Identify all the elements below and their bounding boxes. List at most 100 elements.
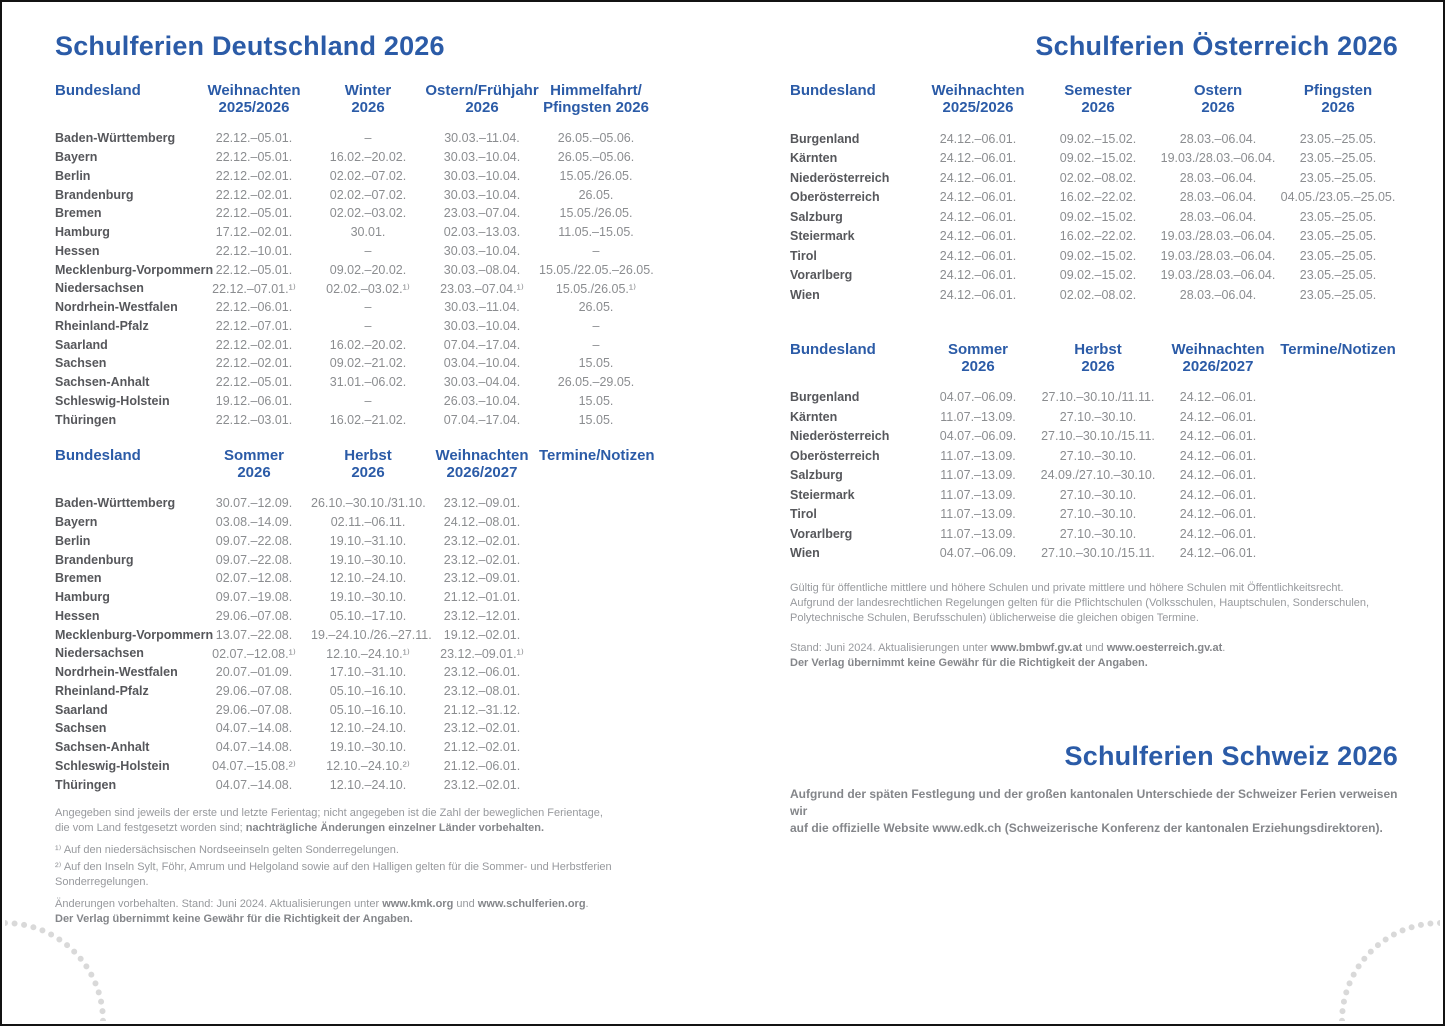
- date-range: 26.05.–05.06.: [557, 131, 635, 146]
- state-name: Steiermark: [790, 487, 855, 502]
- column-header: Sommer 2026: [223, 447, 285, 481]
- table-row: Niederösterreich 04.07.–06.09. 27.10.–30.1…: [790, 427, 1398, 447]
- date-range: 17.10.–31.10.: [329, 665, 407, 680]
- table-row: Mecklenburg-Vorpommern 22.12.–05.01. 09.02…: [55, 260, 654, 279]
- column-header: Bundesland: [55, 447, 141, 464]
- state-name: Brandenburg: [55, 187, 134, 202]
- column-header: Himmelfahrt/ Pfingsten 2026: [543, 82, 649, 116]
- date-range: [1278, 388, 1398, 408]
- table-row: Hamburg 09.07.–19.08. 19.10.–30.10. 21.12.–…: [55, 588, 653, 607]
- date-range: 23.12.–08.01.: [443, 683, 521, 698]
- date-range: [539, 532, 653, 551]
- date-range: 05.10.–16.10.: [329, 702, 407, 717]
- date-range: [539, 494, 653, 513]
- column-header: Semester 2026: [1064, 82, 1132, 116]
- table-row: Sachsen 04.07.–14.08. 12.10.–24.10. 23.12.–…: [55, 719, 653, 738]
- date-range: [539, 663, 653, 682]
- state-name: Bremen: [55, 206, 102, 221]
- state-name: Oberösterreich: [790, 448, 880, 463]
- table-row: Berlin 09.07.–22.08. 19.10.–31.10. 23.12.–0…: [55, 532, 653, 551]
- date-range: 04.07.–14.08.: [215, 777, 293, 792]
- date-range: 23.05.–25.05.: [1299, 170, 1377, 185]
- table-row: Wien 24.12.–06.01. 02.02.–08.02. 28.03.–06.…: [790, 285, 1398, 305]
- date-range: 26.03.–10.04.: [443, 393, 521, 408]
- state-name: Niedersachsen: [55, 281, 144, 296]
- date-range: –: [364, 243, 372, 258]
- date-range: 05.10.–16.10.: [329, 683, 407, 698]
- date-range: 02.02.–03.02.¹⁾: [326, 281, 410, 296]
- date-range: 30.03.–11.04.: [444, 300, 520, 315]
- date-range: 19.12.–02.01.: [443, 627, 521, 642]
- date-range: [1278, 427, 1398, 447]
- date-range: 12.10.–24.10.: [329, 721, 407, 736]
- date-range: 19.10.–30.10.: [329, 740, 407, 755]
- table-row: Bayern 22.12.–05.01. 16.02.–20.02. 30.03.–1…: [55, 148, 653, 167]
- state-name: Hamburg: [55, 225, 110, 240]
- state-name: Hessen: [55, 243, 100, 258]
- state-name: Oberösterreich: [790, 190, 880, 205]
- germany-title: Schulferien Deutschland 2026: [55, 31, 445, 61]
- column-header: Ostern 2026: [1193, 82, 1243, 116]
- table-row: Niedersachsen 02.07.–12.08.¹⁾ 12.10.–24.10…: [55, 644, 653, 663]
- column-header: Termine/Notizen: [539, 447, 655, 464]
- date-range: 21.12.–02.01.: [443, 740, 521, 755]
- date-range: 23.03.–07.04.: [443, 206, 521, 221]
- date-range: 09.02.–15.02.: [1059, 209, 1137, 224]
- date-range: 23.12.–02.01.: [443, 552, 521, 567]
- date-range: 15.05./26.05.: [559, 206, 633, 221]
- date-range: 24.12.–06.01.: [939, 151, 1017, 166]
- date-range: 24.12.–06.01.: [1179, 390, 1257, 405]
- date-range: [539, 607, 653, 626]
- germany-holiday-table-2: Bundesland Sommer 2026 Herbst 2026 Weihnach…: [55, 447, 655, 794]
- date-range: 09.02.–15.02.: [1059, 268, 1137, 283]
- state-name: Berlin: [55, 533, 91, 548]
- date-range: [1278, 485, 1398, 505]
- date-range: 02.11.–06.11.: [330, 515, 406, 530]
- date-range: 16.02.–20.02.: [329, 150, 407, 165]
- table-row: Vorarlberg 24.12.–06.01. 09.02.–15.02. 19.0…: [790, 266, 1398, 286]
- date-range: 23.12.–02.01.: [443, 777, 521, 792]
- state-name: Mecklenburg-Vorpommern: [55, 262, 214, 277]
- date-range: 26.05.–29.05.: [557, 375, 635, 390]
- date-range: 16.02.–22.02.: [1059, 190, 1137, 205]
- column-header: Weihnachten 2025/2026: [931, 82, 1025, 116]
- date-range: 24.12.–06.01.: [939, 190, 1017, 205]
- date-range: 22.12.–10.01.: [215, 243, 293, 258]
- state-name: Tirol: [790, 248, 817, 263]
- date-range: 29.06.–07.08.: [215, 608, 293, 623]
- table-row: Bayern 03.08.–14.09. 02.11.–06.11. 24.12.–0…: [55, 513, 653, 532]
- date-range: 30.03.–10.04.: [443, 243, 521, 258]
- date-range: 04.07.–06.09.: [939, 390, 1017, 405]
- date-range: 24.12.–06.01.: [939, 248, 1017, 263]
- date-range: [539, 775, 653, 794]
- state-name: Burgenland: [790, 390, 860, 405]
- date-range: 29.06.–07.08.: [215, 702, 293, 717]
- state-name: Saarland: [55, 702, 108, 717]
- date-range: 02.02.–07.02.: [329, 168, 407, 183]
- date-range: 23.05.–25.05.: [1299, 151, 1377, 166]
- table-row: Nordrhein-Westfalen 20.07.–01.09. 17.10.–3…: [55, 663, 653, 682]
- date-range: 23.12.–06.01.: [443, 665, 521, 680]
- date-range: 26.10.–30.10./31.10.: [311, 496, 426, 511]
- date-range: 22.12.–02.01.: [215, 337, 293, 352]
- state-name: Baden-Württemberg: [55, 496, 176, 511]
- table-row: Rheinland-Pfalz 22.12.–07.01. – 30.03.–10.0…: [55, 317, 653, 336]
- table-row: Vorarlberg 11.07.–13.09. 27.10.–30.10. 24.1…: [790, 524, 1398, 544]
- state-name: Mecklenburg-Vorpommern: [55, 627, 214, 642]
- table-row: Kärnten 11.07.–13.09. 27.10.–30.10. 24.12.–…: [790, 407, 1398, 427]
- date-range: 30.03.–10.04.: [443, 150, 521, 165]
- table-header-row: Bundesland Weihnachten 2025/2026 Winter 20…: [55, 82, 653, 129]
- table-row: Baden-Württemberg 30.07.–12.09. 26.10.–30.…: [55, 494, 653, 513]
- state-name: Sachsen: [55, 721, 107, 736]
- date-range: 09.07.–19.08.: [215, 590, 293, 605]
- table-row: Burgenland 24.12.–06.01. 09.02.–15.02. 28.0…: [790, 129, 1398, 149]
- table-row: Oberösterreich 24.12.–06.01. 16.02.–22.02.…: [790, 188, 1398, 208]
- date-range: [1278, 505, 1398, 525]
- date-range: 23.05.–25.05.: [1299, 248, 1377, 263]
- date-range: 24.12.–06.01.: [1179, 507, 1257, 522]
- state-name: Bayern: [55, 515, 98, 530]
- date-range: 22.12.–07.01.: [215, 318, 293, 333]
- state-name: Niederösterreich: [790, 429, 890, 444]
- date-range: 09.02.–15.02.: [1059, 131, 1137, 146]
- date-range: –: [592, 337, 600, 352]
